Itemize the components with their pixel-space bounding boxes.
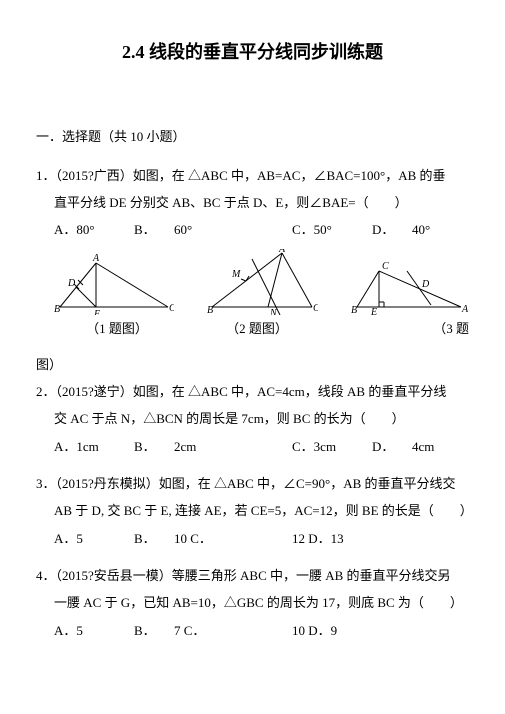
- figure-1: A B C D E: [54, 253, 174, 315]
- svg-text:B: B: [351, 305, 357, 315]
- q2-optB: B．: [134, 433, 174, 460]
- svg-text:M: M: [231, 269, 241, 280]
- svg-text:C: C: [313, 303, 318, 314]
- q2-stem: 2．（2015?遂宁）如图，在 △ABC 中，AC=4cm，线段 AB 的垂直平…: [54, 378, 469, 405]
- section-heading: 一．选择题（共 10 小题）: [36, 127, 469, 148]
- q2-optB-val: 2cm: [174, 433, 292, 460]
- svg-text:B: B: [207, 305, 213, 315]
- caption-1: （1 题图）: [54, 317, 180, 340]
- q3-optCD: 12 D．13: [292, 525, 344, 552]
- q1-optA: A．80°: [54, 216, 134, 243]
- question-3: 3．（2015?丹东模拟）如图，在 △ABC 中，∠C=90°，AB 的垂直平分…: [36, 470, 469, 552]
- q3-cont: AB 于 D, 交 BC 于 E, 连接 AE，若 CE=5，AC=12，则 B…: [54, 497, 469, 524]
- q4-optB-val: 7 C．: [174, 617, 292, 644]
- q2-optD: D．: [372, 433, 412, 460]
- q4-optCD: 10 D．9: [292, 617, 337, 644]
- q1-optD-val: 40°: [412, 216, 430, 243]
- q1-cont: 直平分线 DE 分别交 AB、BC 于点 D、E，则∠BAE=（ ）: [54, 189, 469, 216]
- q3-optB: B．: [134, 525, 174, 552]
- q1-optB: B．: [134, 216, 174, 243]
- svg-text:A: A: [278, 249, 286, 255]
- q2-optA: A．1cm: [54, 433, 134, 460]
- caption-2: （2 题图）: [180, 317, 334, 340]
- q3-options: A．5 B． 10 C． 12 D．13: [54, 525, 469, 552]
- q3-stem: 3．（2015?丹东模拟）如图，在 △ABC 中，∠C=90°，AB 的垂直平分…: [54, 470, 469, 497]
- svg-text:C: C: [382, 261, 389, 272]
- figure-2: A B C N M: [206, 249, 318, 315]
- svg-text:C: C: [169, 303, 174, 314]
- q4-cont: 一腰 AC 于 G，已知 AB=10，△GBC 的周长为 17，则底 BC 为（…: [54, 589, 469, 616]
- q4-stem: 4．（2015?安岳县一模）等腰三角形 ABC 中，一腰 AB 的垂直平分线交另: [54, 562, 469, 589]
- svg-text:A: A: [92, 253, 100, 264]
- question-2: 2．（2015?遂宁）如图，在 △ABC 中，AC=4cm，线段 AB 的垂直平…: [36, 378, 469, 460]
- figure-3: B A C E D: [349, 257, 469, 315]
- q1-optD: D．: [372, 216, 412, 243]
- svg-text:B: B: [54, 304, 60, 315]
- q3-optA: A．5: [54, 525, 134, 552]
- question-4: 4．（2015?安岳县一模）等腰三角形 ABC 中，一腰 AB 的垂直平分线交另…: [36, 562, 469, 644]
- q1-stem: 1．（2015?广西）如图，在 △ABC 中，AB=AC，∠BAC=100°，A…: [54, 162, 469, 189]
- svg-text:E: E: [93, 309, 100, 315]
- q4-optA: A．5: [54, 617, 134, 644]
- svg-text:N: N: [269, 308, 278, 315]
- question-1: 1．（2015?广西）如图，在 △ABC 中，AB=AC，∠BAC=100°，A…: [36, 162, 469, 341]
- figure-captions: （1 题图） （2 题图） （3 题: [54, 317, 469, 340]
- q2-optC: C．3cm: [292, 433, 372, 460]
- figures-row: A B C D E A B C N M B A C E D: [54, 249, 469, 315]
- q4-optB: B．: [134, 617, 174, 644]
- svg-text:D: D: [421, 279, 430, 290]
- q3-optB-val: 10 C．: [174, 525, 292, 552]
- svg-text:D: D: [67, 278, 76, 289]
- svg-text:A: A: [461, 304, 469, 315]
- q2-optD-val: 4cm: [412, 433, 434, 460]
- caption-3: （3 题: [334, 317, 469, 340]
- q1-optC: C．50°: [292, 216, 372, 243]
- caption-3-end: 图）: [36, 351, 469, 378]
- page-title: 2.4 线段的垂直平分线同步训练题: [36, 38, 469, 67]
- q1-optB-val: 60°: [174, 216, 292, 243]
- q4-options: A．5 B． 7 C． 10 D．9: [54, 617, 469, 644]
- q1-options: A．80° B． 60° C．50° D． 40°: [54, 216, 469, 243]
- svg-text:E: E: [370, 307, 377, 315]
- q2-cont: 交 AC 于点 N，△BCN 的周长是 7cm，则 BC 的长为（ ）: [54, 405, 469, 432]
- q2-options: A．1cm B． 2cm C．3cm D． 4cm: [54, 433, 469, 460]
